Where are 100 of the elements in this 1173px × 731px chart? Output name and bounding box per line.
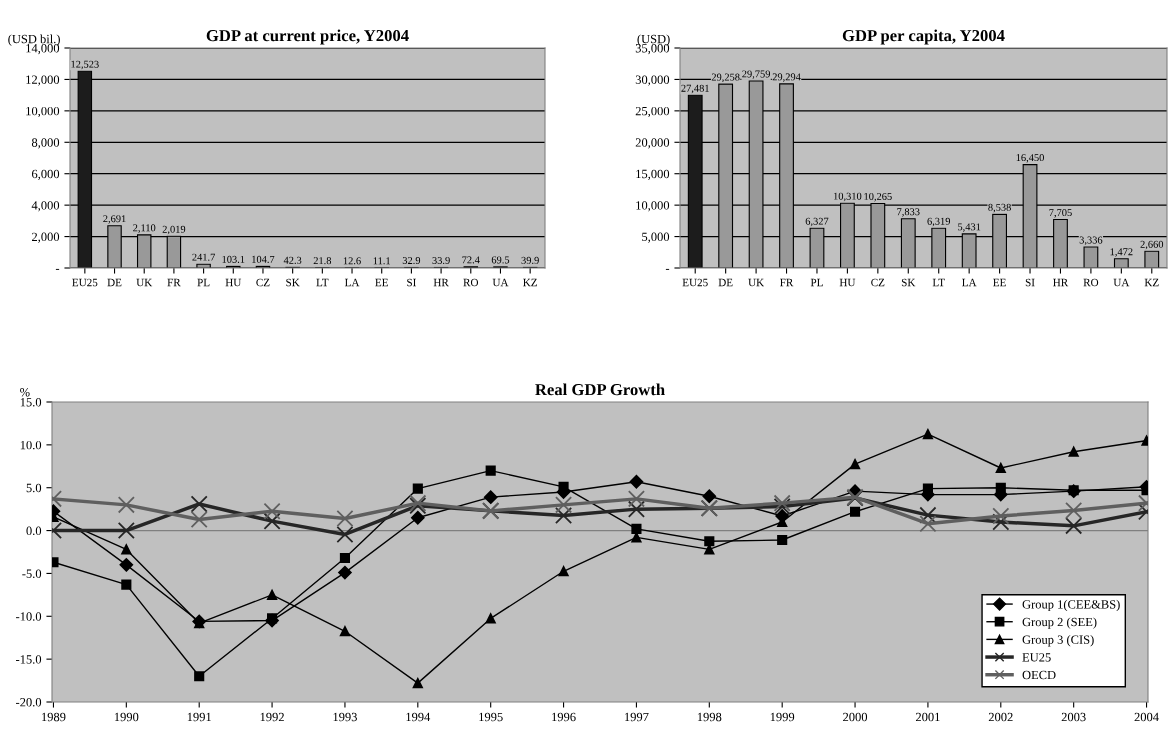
data-label: 6,319 — [927, 217, 951, 227]
x-tick-label: UK — [136, 278, 153, 287]
x-tick-label: 1996 — [552, 712, 576, 722]
legend-label: Group 2 (SEE) — [1022, 617, 1097, 629]
legend-label: Group 3 (CIS) — [1022, 635, 1094, 647]
x-tick-label: SI — [1025, 278, 1035, 287]
y-tick-label: 4,000 — [31, 201, 60, 212]
y-tick-label: -10.0 — [16, 612, 42, 621]
data-label: 39.9 — [521, 256, 539, 264]
y-tick-label: 14,000 — [26, 44, 60, 55]
x-tick-label: EU25 — [682, 278, 708, 287]
x-tick-label: LA — [962, 278, 977, 287]
data-label: 2,110 — [133, 224, 156, 233]
y-tick-label: - — [665, 268, 670, 270]
y-tick-label: 10,000 — [636, 201, 670, 212]
y-axis-title: (USD) — [637, 34, 670, 46]
legend-label: EU25 — [1022, 653, 1051, 662]
x-tick-label: LA — [344, 278, 360, 287]
data-label: 29,294 — [772, 73, 801, 82]
x-tick-label: DE — [718, 278, 733, 287]
x-tick-label: 1999 — [770, 712, 795, 722]
data-label: 2,660 — [1140, 240, 1164, 250]
data-label: 8,538 — [988, 203, 1011, 213]
x-tick-label: EU25 — [72, 278, 98, 287]
x-tick-label: EE — [375, 278, 388, 287]
data-label: 29,759 — [742, 70, 770, 79]
data-label: 104.7 — [252, 255, 275, 263]
data-label: 42.3 — [283, 256, 302, 264]
x-tick-label: HU — [839, 278, 856, 287]
x-tick-label: PL — [810, 278, 823, 287]
data-label: 27,481 — [681, 84, 709, 94]
x-tick-label: DE — [107, 278, 122, 287]
x-tick-label: RO — [463, 278, 479, 287]
y-tick-label: 5.0 — [26, 483, 42, 493]
data-label: 11.1 — [373, 257, 391, 265]
y-tick-label: 6,000 — [32, 169, 60, 180]
x-tick-label: LT — [932, 278, 945, 287]
data-label: 32.9 — [402, 256, 421, 265]
y-tick-label: - — [55, 268, 60, 270]
legend-label: OECD — [1022, 670, 1056, 680]
x-tick-label: FR — [780, 278, 794, 287]
x-tick-label: EE — [993, 278, 1006, 287]
x-tick-label: 1992 — [260, 712, 284, 722]
x-tick-label: SI — [407, 278, 416, 287]
y-axis-title: (USD bil.) — [8, 34, 60, 46]
x-tick-label: 1991 — [187, 712, 211, 722]
x-tick-label: SK — [901, 278, 916, 287]
chart-title: Real GDP Growth — [535, 383, 665, 396]
data-label: 72.4 — [462, 256, 480, 264]
x-tick-label: HR — [1053, 278, 1069, 287]
x-tick-label: UA — [492, 278, 509, 287]
data-label: 7,705 — [1049, 209, 1072, 218]
x-tick-label: 1990 — [114, 712, 139, 722]
data-label: 16,450 — [1016, 154, 1044, 163]
y-tick-label: 5,000 — [642, 232, 670, 243]
x-tick-label: 1998 — [697, 712, 722, 722]
x-tick-label: 2004 — [1134, 712, 1159, 722]
y-tick-label: 0.0 — [26, 526, 42, 536]
chart-title: GDP at current price, Y2004 — [206, 29, 409, 45]
data-label: 241.7 — [192, 253, 216, 261]
x-tick-label: KZ — [1144, 278, 1159, 287]
x-tick-label: 2001 — [915, 712, 940, 722]
x-tick-label: HR — [433, 278, 449, 287]
y-tick-label: 2,000 — [32, 232, 60, 243]
x-tick-label: 2003 — [1061, 712, 1086, 722]
x-tick-label: UK — [748, 278, 764, 287]
data-label: 33.9 — [432, 256, 450, 265]
data-label: 69.5 — [491, 256, 510, 264]
data-label: 10,310 — [834, 192, 862, 202]
x-tick-label: CZ — [256, 278, 270, 287]
data-label: 10,265 — [864, 192, 892, 202]
x-tick-label: FR — [167, 278, 181, 287]
x-tick-label: 2000 — [843, 712, 868, 722]
data-label: 3,336 — [1079, 236, 1103, 246]
x-tick-label: 1995 — [479, 712, 503, 722]
data-label: 2,691 — [103, 215, 126, 224]
x-tick-label: 1993 — [333, 712, 357, 722]
data-label: 7,833 — [897, 208, 920, 217]
y-axis-title: % — [20, 388, 30, 397]
y-tick-label: 15.0 — [20, 398, 42, 407]
x-tick-label: RO — [1083, 278, 1099, 287]
data-label: 5,431 — [958, 223, 981, 232]
x-tick-label: KZ — [523, 278, 537, 287]
x-tick-label: UA — [1113, 278, 1130, 287]
x-tick-label: 1997 — [625, 712, 649, 722]
y-tick-label: 25,000 — [635, 106, 670, 118]
x-tick-label: HU — [225, 278, 242, 287]
data-label: 1,472 — [1110, 248, 1133, 257]
y-tick-label: 10.0 — [20, 440, 42, 450]
data-label: 2,019 — [162, 225, 186, 235]
data-label: 103.1 — [222, 255, 245, 263]
y-tick-label: 15,000 — [636, 169, 670, 180]
x-tick-label: LT — [316, 278, 329, 287]
chart-title: GDP per capita, Y2004 — [842, 29, 1005, 45]
x-tick-label: 1989 — [42, 712, 66, 722]
y-tick-label: 20,000 — [635, 138, 670, 149]
x-tick-label: 2002 — [988, 712, 1013, 722]
data-label: 29,258 — [711, 73, 740, 83]
data-label: 12,523 — [71, 60, 99, 70]
y-tick-label: 10,000 — [26, 106, 60, 118]
